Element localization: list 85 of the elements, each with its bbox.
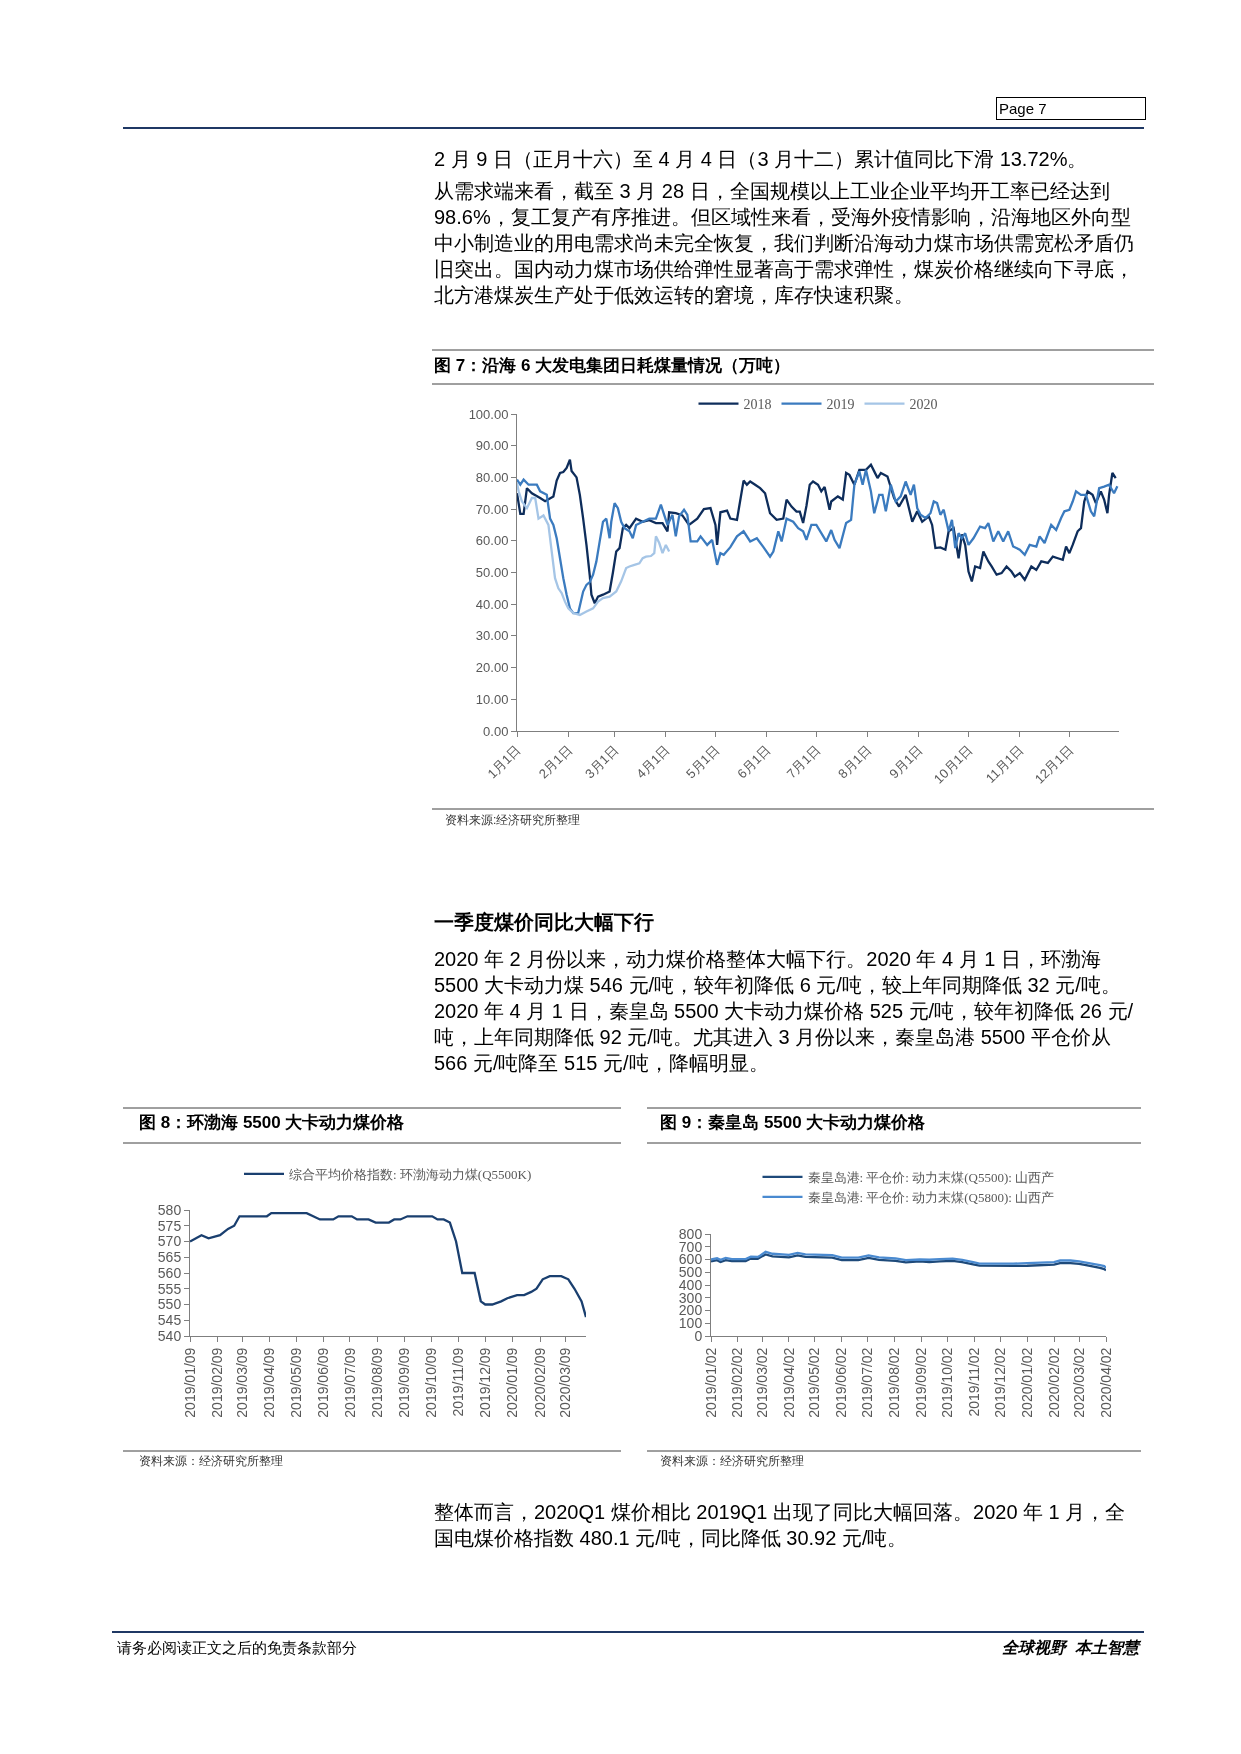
x-tick-label: 5月1日 xyxy=(682,742,723,782)
y-tick-label: 80.00 xyxy=(475,469,509,485)
x-tick-label: 2019/11/02 xyxy=(965,1347,982,1417)
x-tick-label: 2019/05/09 xyxy=(287,1347,304,1418)
x-tick-label: 2019/04/02 xyxy=(780,1347,797,1418)
x-tick-label: 2019/05/02 xyxy=(806,1347,823,1418)
chart-title: 图 8：环渤海 5500 大卡动力煤价格 xyxy=(139,1113,406,1132)
text: Page 7 xyxy=(999,100,1047,117)
y-tick-label: 100.00 xyxy=(468,406,509,422)
x-tick-label: 2020/03/02 xyxy=(1070,1347,1087,1418)
text: 资料来源:经济研究所整理 xyxy=(445,813,581,827)
line-series xyxy=(190,1212,586,1319)
x-tick-label: 2019/01/09 xyxy=(181,1347,198,1418)
x-tick-label: 10月1日 xyxy=(930,742,976,787)
y-tick-label: 0.00 xyxy=(483,723,509,739)
x-tick-label: 6月1日 xyxy=(734,742,774,782)
y-tick-label: 540 xyxy=(157,1327,182,1344)
x-tick-label: 2020/01/02 xyxy=(1018,1347,1035,1418)
x-tick-label: 2019/08/09 xyxy=(368,1347,385,1418)
x-tick-label: 2019/10/09 xyxy=(422,1347,439,1418)
x-tick-label: 7月1日 xyxy=(783,742,824,782)
text: 请务必阅读正文之后的免责条款部分 xyxy=(117,1639,357,1656)
y-tick-label: 30.00 xyxy=(475,628,509,644)
x-tick-label: 2月1日 xyxy=(535,742,575,782)
x-tick-label: 2019/07/02 xyxy=(859,1347,876,1418)
x-tick-label: 2019/01/02 xyxy=(702,1347,719,1418)
y-tick-label: 570 xyxy=(157,1233,182,1250)
x-tick-label: 2019/02/02 xyxy=(729,1347,746,1418)
text: 从需求端来看，截至 3 月 28 日，全国规模以上工业企业平均开工率已经达到 98.6%，复工复产有序推进。但区域性来看，受海外疫情影响，沿海地区外向型中小制造业的用电需求尚未完全恢复，我们判断沿海动力煤市场供需宽松矛盾仍旧突出。国内动力煤市场供给弹性显著高于需求弹性，煤炭价格继续向下寻底，北方港煤炭生产处于低效运转的窘境，库存快速积聚。 xyxy=(434,180,1134,306)
y-tick-label: 70.00 xyxy=(475,501,509,517)
y-tick-label: 550 xyxy=(157,1296,182,1313)
line-series xyxy=(517,481,671,617)
x-tick-label: 2019/09/02 xyxy=(913,1347,930,1418)
x-tick-label: 2020/02/09 xyxy=(531,1347,548,1418)
legend-label: 秦皇岛港: 平仓价: 动力末煤(Q5500): 山西产 xyxy=(807,1170,1055,1186)
x-tick-label: 2019/06/09 xyxy=(315,1347,332,1418)
x-tick-label: 2019/08/02 xyxy=(886,1347,903,1418)
y-tick-label: 580 xyxy=(157,1201,182,1218)
legend-label: 综合平均价格指数: 环渤海动力煤(Q5500K) xyxy=(289,1167,532,1183)
x-tick-label: 2019/03/02 xyxy=(753,1347,770,1418)
y-tick-label: 575 xyxy=(157,1217,182,1234)
text: 2 月 9 日（正月十六）至 4 月 4 日（3 月十二）累计值同比下滑 13.72%。 xyxy=(434,148,1088,170)
y-tick-label: 50.00 xyxy=(475,565,509,581)
x-tick-label: 2019/12/09 xyxy=(476,1347,493,1418)
x-tick-label: 2019/10/02 xyxy=(939,1347,956,1418)
chart-title: 图 7：沿海 6 大发电集团日耗煤量情况（万吨） xyxy=(434,356,791,375)
text: 一季度煤价同比大幅下行 xyxy=(434,911,654,933)
y-tick-label: 565 xyxy=(157,1249,182,1266)
x-tick-label: 2020/03/09 xyxy=(557,1347,574,1418)
x-tick-label: 8月1日 xyxy=(835,742,875,782)
legend-label: 2020 xyxy=(909,397,938,413)
x-tick-label: 2020/02/02 xyxy=(1045,1347,1062,1418)
text: 资料来源：经济研究所整理 xyxy=(139,1454,283,1468)
text: 整体而言，2020Q1 煤价相比 2019Q1 出现了同比大幅回落。2020 年 1 月，全国电煤价格指数 480.1 元/吨，同比降低 30.92 元/吨。 xyxy=(434,1501,1126,1549)
x-tick-label: 12月1日 xyxy=(1031,742,1077,787)
x-tick-label: 2019/09/09 xyxy=(396,1347,413,1418)
chart-title: 图 9：秦皇岛 5500 大卡动力煤价格 xyxy=(660,1113,927,1132)
y-tick-label: 560 xyxy=(157,1264,182,1281)
x-tick-label: 2020/01/09 xyxy=(504,1347,521,1418)
legend-label: 2019 xyxy=(826,397,855,413)
x-tick-label: 3月1日 xyxy=(582,742,622,782)
x-tick-label: 4月1日 xyxy=(633,742,673,782)
text: 全球视野 本土智慧 xyxy=(1002,1639,1142,1656)
x-tick-label: 2019/03/09 xyxy=(233,1347,250,1418)
x-tick-label: 2019/07/09 xyxy=(341,1347,358,1418)
x-tick-label: 11月1日 xyxy=(982,742,1027,786)
text: 资料来源：经济研究所整理 xyxy=(660,1454,804,1468)
x-tick-label: 2020/04/02 xyxy=(1097,1347,1114,1418)
legend-label: 2018 xyxy=(743,397,772,413)
x-tick-label: 2019/12/02 xyxy=(991,1347,1008,1418)
x-tick-label: 2019/04/09 xyxy=(261,1347,278,1418)
y-tick-label: 40.00 xyxy=(475,596,509,612)
legend-label: 秦皇岛港: 平仓价: 动力末煤(Q5800): 山西产 xyxy=(807,1189,1055,1205)
x-tick-label: 9月1日 xyxy=(886,742,926,782)
x-tick-label: 1月1日 xyxy=(484,742,524,782)
x-tick-label: 2019/06/02 xyxy=(833,1347,850,1418)
y-tick-label: 60.00 xyxy=(475,533,509,549)
y-tick-label: 555 xyxy=(157,1280,182,1297)
text: 2020 年 2 月份以来，动力煤价格整体大幅下行。2020 年 4 月 1 日，环渤海 5500 大卡动力煤 546 元/吨，较年初降低 6 元/吨，较上年同期降低 32 元/吨。2020 年 4 月 1 日，秦皇岛 5500 大卡动力煤价格 525 元/吨，较年初降低 26 元/吨，上年同期降低 92 元/吨。尤其进入 3 月份以来，秦皇岛港 5500 平仓价从 566 元/吨降至 515 元/吨，降幅明显。 xyxy=(434,948,1134,1074)
y-tick-label: 90.00 xyxy=(475,438,509,454)
x-tick-label: 2019/02/09 xyxy=(208,1347,225,1418)
x-tick-label: 2019/11/09 xyxy=(450,1347,467,1417)
y-tick-label: 545 xyxy=(157,1312,182,1329)
y-tick-label: 20.00 xyxy=(475,660,509,676)
y-tick-label: 10.00 xyxy=(475,691,509,707)
